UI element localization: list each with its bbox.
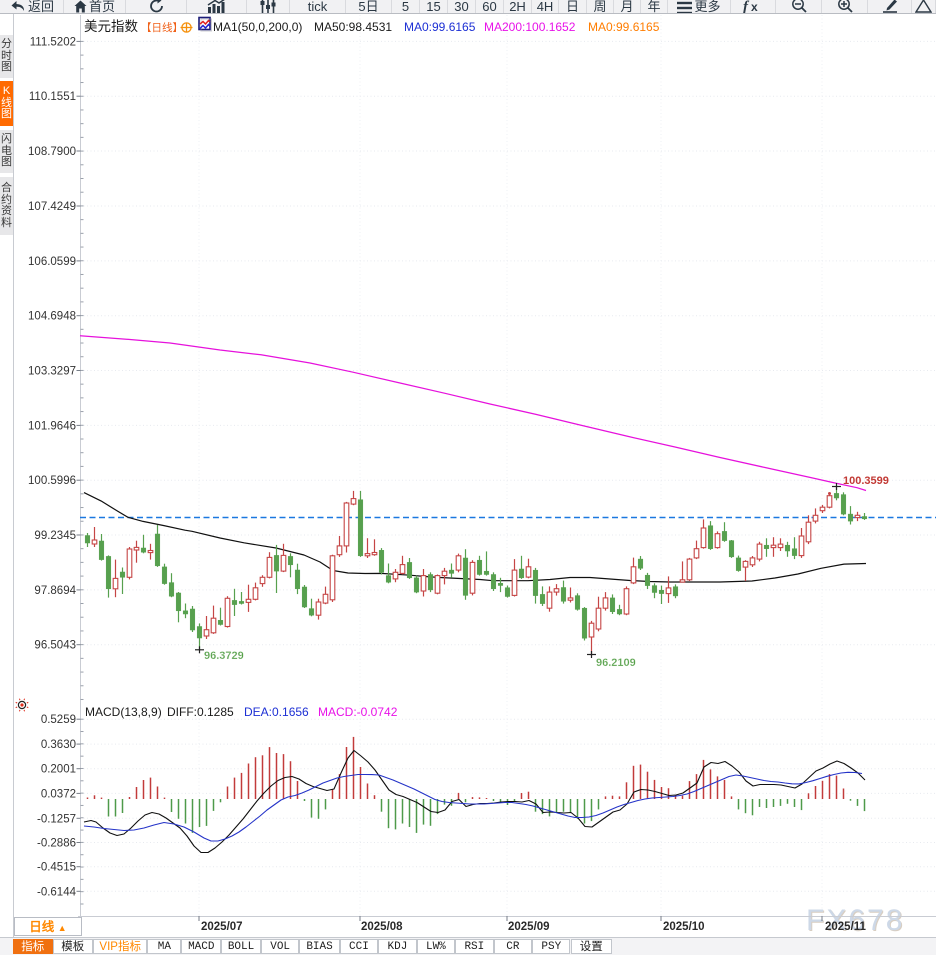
svg-text:MA0:99.6165: MA0:99.6165 [588,20,660,34]
svg-text:DIFF:0.1285: DIFF:0.1285 [167,705,234,719]
svg-text:2025/08: 2025/08 [361,921,403,933]
svg-text:96.5043: 96.5043 [34,640,76,652]
svg-text:MACD:-0.0742: MACD:-0.0742 [318,705,398,719]
svg-text:104.6948: 104.6948 [28,311,76,323]
svg-text:106.0599: 106.0599 [28,256,76,268]
svg-text:2025/07: 2025/07 [201,921,243,933]
svg-text:-0.2886: -0.2886 [37,838,76,850]
svg-text:110.1551: 110.1551 [29,91,76,103]
svg-text:2025/11: 2025/11 [825,921,867,933]
svg-text:99.2345: 99.2345 [34,530,76,542]
svg-text:f: f [743,0,750,13]
svg-text:MA200:100.1652: MA200:100.1652 [484,20,576,34]
svg-text:0.0372: 0.0372 [41,788,76,800]
svg-text:0.3630: 0.3630 [41,739,76,751]
svg-text:0.2001: 0.2001 [41,764,76,776]
svg-text:MA0:99.6165: MA0:99.6165 [404,20,476,34]
svg-text:101.9646: 101.9646 [28,420,76,432]
svg-text:DEA:0.1656: DEA:0.1656 [244,705,309,719]
svg-text:2025/10: 2025/10 [663,921,705,933]
svg-text:96.3729: 96.3729 [204,650,244,662]
svg-text:2025/09: 2025/09 [508,921,550,933]
svg-text:MA50:98.4531: MA50:98.4531 [314,20,392,34]
svg-text:x: x [751,0,758,13]
svg-text:MACD(13,8,9): MACD(13,8,9) [85,705,162,719]
svg-text:97.8694: 97.8694 [34,585,76,597]
svg-text:-0.6144: -0.6144 [37,886,77,898]
svg-text:103.3297: 103.3297 [28,366,76,378]
svg-text:MA1(50,0,200,0): MA1(50,0,200,0) [213,20,302,34]
svg-text:-0.4515: -0.4515 [37,862,76,874]
svg-text:【日线】: 【日线】 [141,21,183,34]
svg-text:100.5996: 100.5996 [28,475,76,487]
svg-text:111.5202: 111.5202 [30,36,76,48]
svg-text:0.5259: 0.5259 [41,714,76,726]
svg-text:96.2109: 96.2109 [596,657,636,669]
svg-text:107.4249: 107.4249 [28,201,76,213]
svg-text:108.7900: 108.7900 [28,146,76,158]
svg-text:美元指数: 美元指数 [84,19,138,34]
svg-text:100.3599: 100.3599 [843,475,889,487]
svg-text:-0.1257: -0.1257 [37,813,76,825]
